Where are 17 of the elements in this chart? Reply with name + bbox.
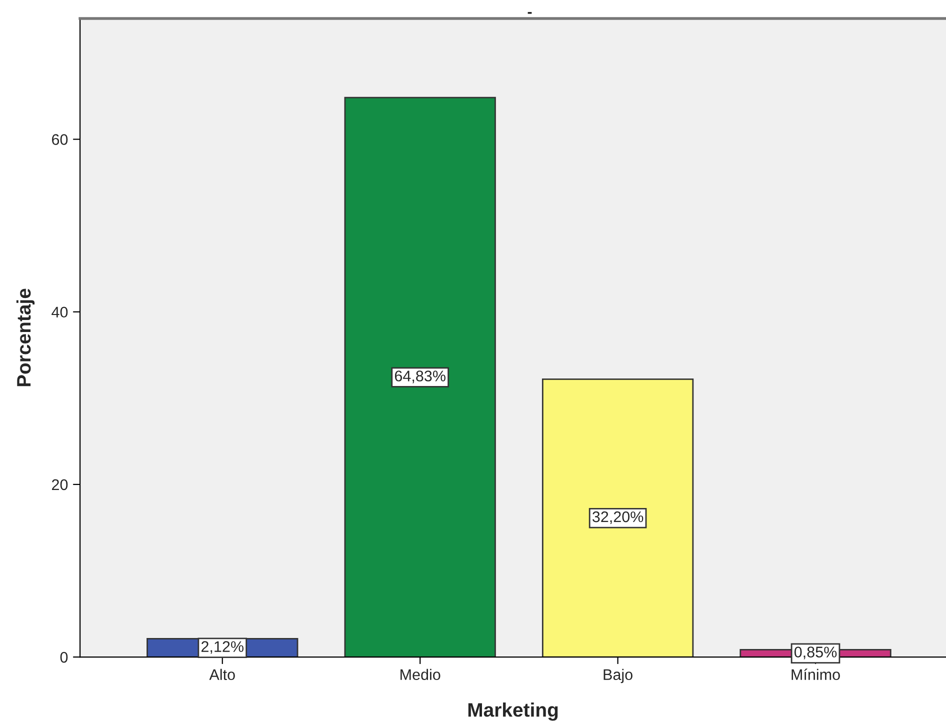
bar <box>542 378 694 658</box>
chart-title: - <box>528 12 532 14</box>
x-axis-title: Marketing <box>468 702 558 721</box>
data-label: 32,20% <box>592 511 644 524</box>
x-tick-label: Alto <box>209 668 235 680</box>
data-label: 64,83% <box>394 370 446 384</box>
x-tick-label: Mínimo <box>792 668 840 680</box>
data-label: 0,85% <box>794 646 837 660</box>
bar <box>344 96 496 658</box>
data-label: 2,12% <box>201 641 244 654</box>
x-tick-label: Bajo <box>604 668 632 684</box>
y-tick-label: 0 <box>60 652 68 663</box>
y-tick-label: 40 <box>52 306 68 318</box>
x-tick-label: Medio <box>400 668 440 680</box>
y-tick-label: 20 <box>52 479 68 490</box>
y-axis-title: Porcentaje <box>16 288 35 386</box>
y-tick-label: 60 <box>52 134 68 145</box>
